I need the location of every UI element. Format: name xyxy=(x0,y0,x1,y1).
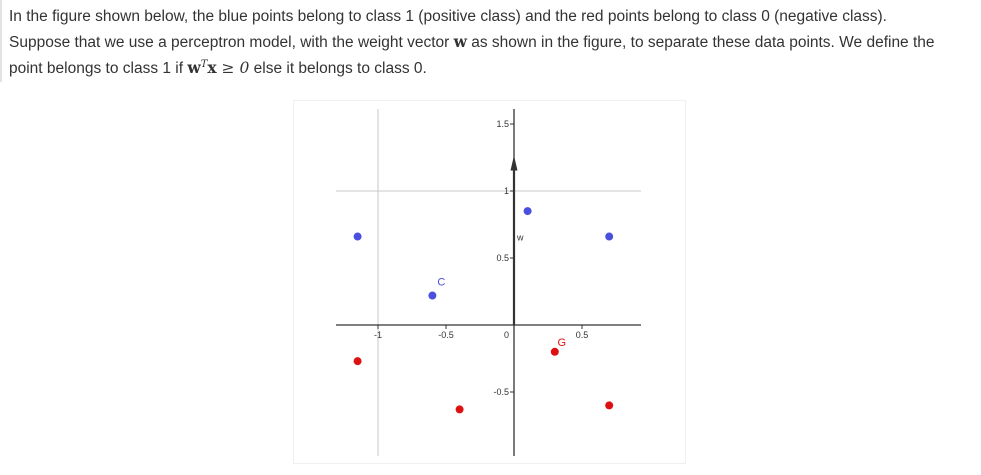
weight-vector-arrowhead xyxy=(510,155,518,171)
scatter-figure: -1 -0.5 0.5 0 1.5 1 0.5 -0.5 w C G xyxy=(294,101,685,463)
origin-label: 0 xyxy=(504,330,509,340)
question-sentence-3a: point belongs to class 1 if xyxy=(9,60,188,77)
blue-point xyxy=(428,291,437,300)
blue-point xyxy=(523,207,532,216)
weight-symbol: w xyxy=(453,32,467,51)
blue-point xyxy=(353,232,362,241)
weight-vector-label: w xyxy=(516,233,524,243)
x-tick-label: -0.5 xyxy=(438,330,454,340)
transpose-symbol: T xyxy=(200,58,208,70)
question-sentence-1: In the figure shown below, the blue poin… xyxy=(9,8,887,25)
red-point xyxy=(353,357,362,366)
scatter-plot-svg: -1 -0.5 0.5 0 1.5 1 0.5 -0.5 w C G xyxy=(336,109,641,456)
x-tick-label: 0.5 xyxy=(576,330,589,340)
blue-point xyxy=(605,232,614,241)
point-label: C xyxy=(437,277,445,289)
y-tick-label: -0.5 xyxy=(493,387,509,397)
red-point xyxy=(550,347,559,356)
inequality: ≥ 0 xyxy=(216,59,250,77)
question-sentence-2b: as shown in the figure, to separate thes… xyxy=(466,34,935,51)
y-tick-label: 1 xyxy=(504,186,509,196)
red-point xyxy=(455,405,464,414)
x-tick-label: -1 xyxy=(374,330,382,340)
weight-symbol-2: w xyxy=(187,58,201,77)
question-text: In the figure shown below, the blue poin… xyxy=(9,4,974,81)
x-symbol: x xyxy=(207,58,217,77)
quote-rule xyxy=(0,0,2,82)
point-label: G xyxy=(558,337,567,349)
y-tick-label: 0.5 xyxy=(496,253,509,263)
y-tick-label: 1.5 xyxy=(496,119,509,129)
question-sentence-3b: else it belongs to class 0. xyxy=(249,60,427,77)
question-line-1: In the figure shown below, the blue poin… xyxy=(9,4,974,29)
question-line-3: point belongs to class 1 if wTx ≥ 0 else… xyxy=(9,55,974,81)
red-point xyxy=(605,401,614,410)
question-sentence-2a: Suppose that we use a perceptron model, … xyxy=(9,34,454,51)
question-line-2: Suppose that we use a perceptron model, … xyxy=(9,29,974,55)
